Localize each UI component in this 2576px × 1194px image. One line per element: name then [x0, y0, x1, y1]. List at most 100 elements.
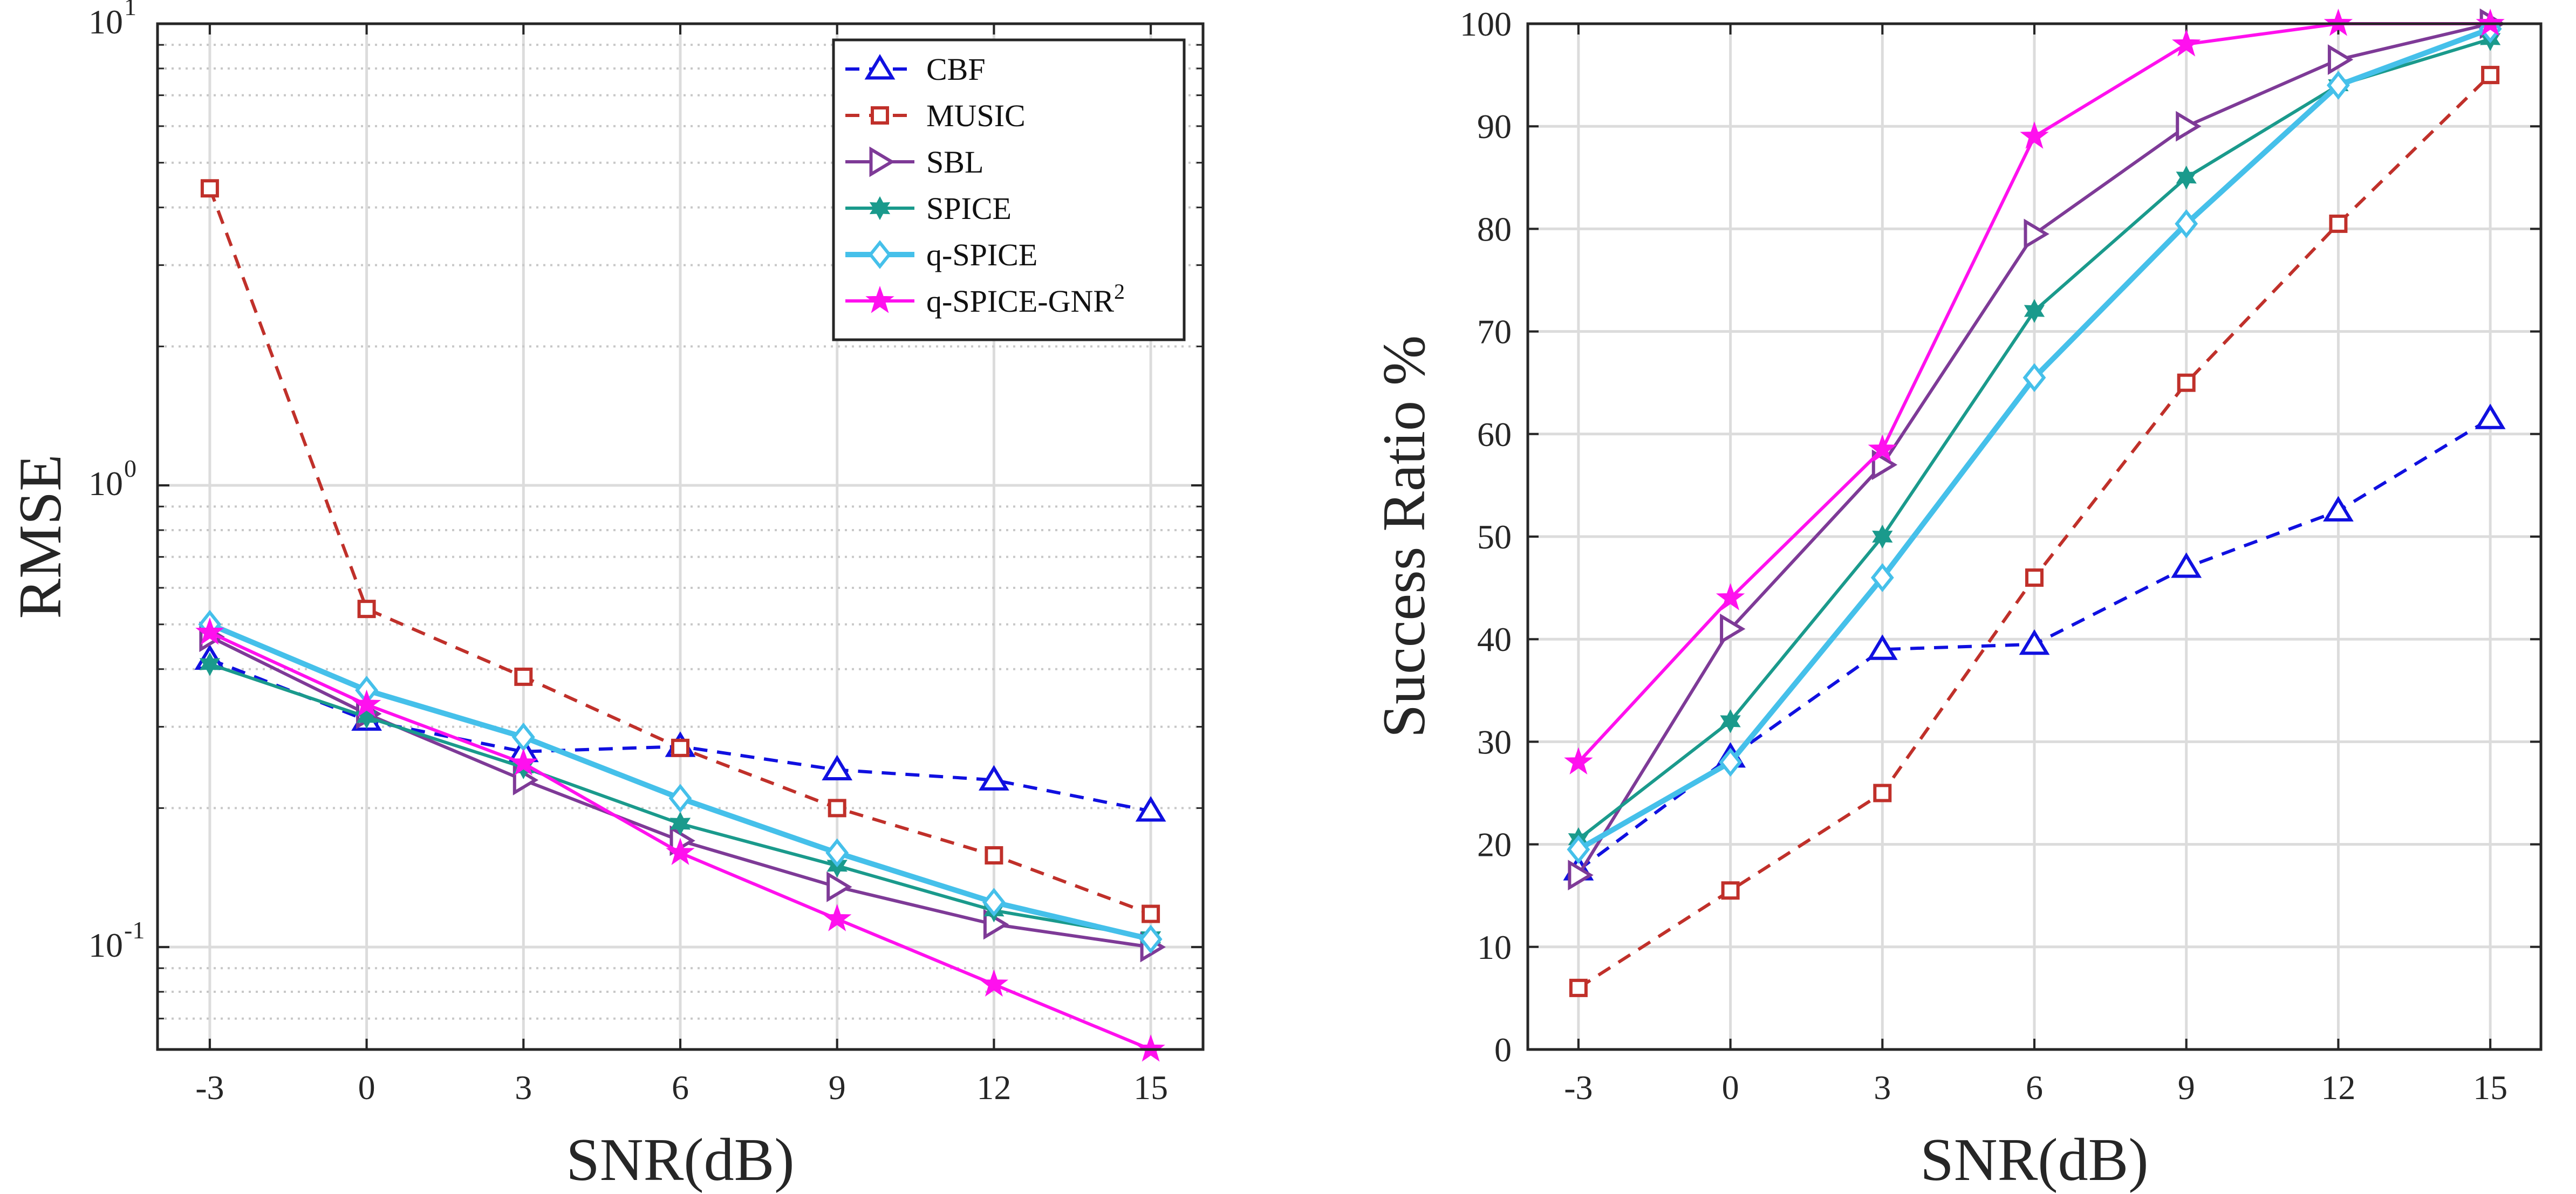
legend-label: SBL — [926, 145, 983, 180]
data-point — [509, 748, 538, 776]
data-point — [823, 904, 852, 931]
data-point — [2176, 111, 2202, 142]
y-tick-label: 40 — [1477, 620, 1512, 658]
legend-label: q-SPICE-GNR2 — [926, 279, 1125, 319]
series-q-spice — [1567, 14, 2502, 864]
data-point — [982, 888, 1006, 917]
data-point — [1135, 796, 1166, 822]
data-point — [2177, 373, 2196, 392]
y-tick-label: 50 — [1477, 518, 1512, 556]
legend-label-text: SPICE — [926, 191, 1012, 226]
data-point — [2171, 552, 2202, 578]
data-point — [826, 872, 852, 902]
legend-label: MUSIC — [926, 98, 1026, 133]
data-point — [1871, 449, 1898, 481]
legend-label-text: SBL — [926, 145, 983, 180]
x-tick-label: 3 — [515, 1068, 532, 1107]
legend-label-text: CBF — [926, 52, 986, 87]
y-tick-label: 70 — [1477, 313, 1512, 351]
y-tick-base: 10 — [88, 926, 123, 964]
x-tick-label: 15 — [1133, 1068, 1168, 1107]
data-point — [822, 754, 853, 781]
legend-label-text: q-SPICE-GNR — [926, 284, 1114, 319]
data-point — [2326, 71, 2350, 100]
data-point — [2024, 299, 2045, 323]
y-tick-label: 80 — [1477, 210, 1512, 248]
data-point — [671, 738, 689, 757]
data-point — [2019, 629, 2050, 655]
ticks: -3 0 3 6 9 12 15 0 10 20 30 40 50 60 70 80 90 100 — [1460, 5, 2541, 1107]
legend-marker — [865, 285, 894, 313]
x-axis-label: SNR(dB) — [566, 1127, 794, 1193]
data-point — [2024, 218, 2049, 250]
data-point — [1716, 583, 1745, 610]
data-point — [2176, 166, 2197, 190]
x-tick-label: 0 — [358, 1068, 375, 1107]
success-ratio-chart: -3 0 3 6 9 12 15 0 10 20 30 40 50 60 70 80 90 100 SNR(dB) S… — [1371, 5, 2543, 1193]
y-tick-label: 0 — [1494, 1031, 1512, 1069]
legend-box — [832, 38, 1186, 341]
data-point — [669, 812, 691, 836]
legend-label: CBF — [926, 52, 986, 87]
y-tick-label: 10 — [88, 926, 123, 964]
data-point — [352, 689, 381, 717]
legend-item: SPICE — [845, 191, 1012, 226]
legend-label-text: q-SPICE — [926, 237, 1037, 272]
data-point — [357, 600, 376, 619]
y-tick-label: 30 — [1477, 723, 1512, 761]
data-point — [2327, 44, 2354, 75]
x-axis-label: SNR(dB) — [1920, 1127, 2148, 1193]
data-point — [2481, 66, 2500, 85]
data-point — [1719, 747, 1743, 777]
data-point — [1139, 924, 1163, 954]
data-point — [1868, 434, 1897, 462]
x-tick-label: 3 — [1874, 1068, 1891, 1107]
data-point — [1721, 881, 1740, 900]
series-q-spice-gnr2 — [195, 617, 1165, 1062]
data-point — [1720, 709, 1741, 733]
data-point — [1873, 784, 1892, 802]
y-tick-base: 10 — [88, 3, 123, 41]
legend-marker — [869, 196, 891, 221]
y-axis-label: Success Ratio % — [1371, 335, 1438, 738]
data-point — [979, 969, 1009, 997]
data-point — [666, 838, 695, 866]
data-point — [1870, 563, 1894, 592]
x-tick-label: 15 — [2473, 1068, 2507, 1107]
legend-item: MUSIC — [845, 98, 1026, 133]
legend-marker — [871, 106, 889, 125]
x-tick-label: 12 — [976, 1068, 1011, 1107]
data-point — [2172, 29, 2201, 57]
axes-box — [156, 22, 1205, 1051]
data-point — [2022, 363, 2046, 392]
data-point — [1564, 747, 1593, 775]
data-point — [668, 784, 692, 813]
data-point — [2329, 214, 2348, 233]
data-point — [1142, 904, 1160, 923]
data-point — [825, 838, 849, 868]
data-point — [2025, 568, 2044, 587]
x-tick-label: 6 — [672, 1068, 689, 1107]
y-tick-exponent: -1 — [124, 916, 145, 944]
y-tick-label: 10 — [88, 3, 123, 41]
x-tick-label: 9 — [2178, 1068, 2195, 1107]
data-point — [2475, 403, 2506, 429]
legend-label: SPICE — [926, 191, 1012, 226]
data-point — [1568, 860, 1594, 891]
legend-item: q-SPICE — [845, 237, 1037, 272]
data-point — [979, 765, 1009, 791]
x-tick-label: -3 — [195, 1068, 224, 1107]
y-tick-label: 20 — [1477, 826, 1512, 864]
y-tick-exponent: 1 — [124, 0, 136, 20]
data-point — [199, 652, 221, 676]
data-point — [1872, 524, 1893, 549]
data-point — [200, 179, 219, 198]
data-point — [1567, 835, 1590, 864]
y-tick-label: 90 — [1477, 107, 1512, 146]
y-tick-label: 60 — [1477, 415, 1512, 454]
y-tick-base: 10 — [88, 464, 123, 503]
series-music — [200, 179, 1160, 923]
